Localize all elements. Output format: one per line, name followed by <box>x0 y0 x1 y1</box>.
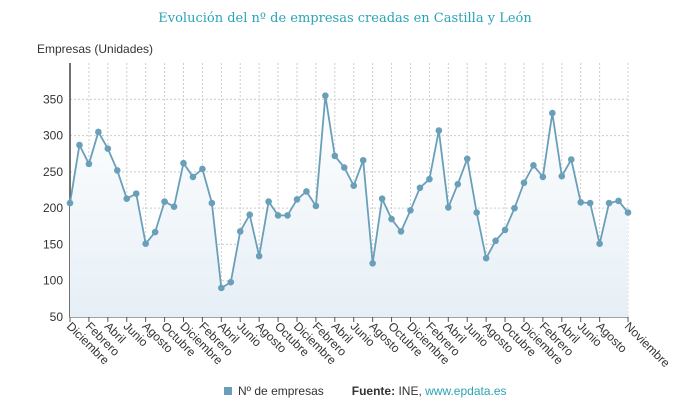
data-point <box>322 92 329 99</box>
data-point <box>369 259 376 267</box>
data-point <box>303 188 310 195</box>
data-point <box>539 173 547 181</box>
data-point <box>624 209 632 216</box>
y-axis-label: Empresas (Unidades) <box>37 42 154 56</box>
data-point <box>246 211 253 218</box>
data-point <box>132 190 140 197</box>
data-point <box>454 180 462 188</box>
data-point <box>95 128 102 136</box>
data-point <box>66 199 74 207</box>
data-point <box>482 254 490 262</box>
data-point <box>473 209 480 216</box>
data-point <box>549 109 556 117</box>
data-point <box>435 127 443 134</box>
data-point <box>208 199 216 207</box>
line-chart: 50100150200250300350DiciembreFebreroAbri… <box>43 63 673 370</box>
source-note: Fuente: INE, www.epdata.es <box>352 384 507 398</box>
data-point <box>359 156 367 164</box>
data-point <box>501 226 509 234</box>
data-point <box>577 199 585 206</box>
data-point <box>567 156 575 163</box>
data-point <box>274 212 282 219</box>
data-point <box>605 199 613 207</box>
data-point <box>123 195 131 203</box>
data-point <box>350 182 358 189</box>
source-link[interactable]: www.epdata.es <box>425 384 507 398</box>
data-point <box>445 204 452 211</box>
y-tick-label: 50 <box>50 310 64 324</box>
data-point <box>426 175 433 183</box>
data-point <box>586 199 594 207</box>
data-point <box>615 197 622 205</box>
y-tick-label: 300 <box>43 129 63 143</box>
y-tick-label: 350 <box>43 92 63 106</box>
data-point <box>407 207 414 214</box>
data-point <box>520 179 528 187</box>
data-point <box>189 173 197 181</box>
data-point <box>85 160 93 168</box>
data-point <box>113 167 121 174</box>
y-tick-label: 250 <box>43 165 63 179</box>
data-point <box>161 198 168 205</box>
data-point <box>416 184 424 192</box>
data-point <box>104 145 112 152</box>
data-point <box>180 159 187 167</box>
data-point <box>331 152 339 160</box>
legend-series-label[interactable]: Nº de empresas <box>238 384 324 398</box>
data-point <box>227 278 235 286</box>
data-point <box>151 228 159 236</box>
data-point <box>142 240 149 248</box>
data-point <box>388 215 395 223</box>
data-point <box>378 195 386 203</box>
source-text: INE, <box>398 384 422 398</box>
y-tick-label: 100 <box>43 274 63 288</box>
data-point <box>293 196 301 203</box>
data-point <box>199 165 206 173</box>
chart-title: Evolución del nº de empresas creadas en … <box>158 11 532 26</box>
data-point <box>265 198 272 205</box>
data-point <box>397 228 405 235</box>
data-point <box>530 162 537 169</box>
data-point <box>284 212 291 219</box>
source-label: Fuente: <box>351 384 396 398</box>
data-point <box>492 237 499 245</box>
data-point <box>558 172 566 180</box>
y-tick-label: 200 <box>43 201 63 215</box>
data-point <box>340 164 348 171</box>
y-tick-label: 150 <box>43 237 63 251</box>
data-point <box>596 240 603 248</box>
data-point <box>76 141 83 149</box>
data-point <box>312 202 320 210</box>
data-point <box>236 228 244 235</box>
legend-marker <box>224 387 232 395</box>
data-point <box>170 203 178 210</box>
data-point <box>511 204 518 212</box>
data-point <box>255 252 263 260</box>
data-point <box>463 155 471 163</box>
legend: Nº de empresas Fuente: INE, www.epdata.e… <box>224 384 507 398</box>
series-area <box>70 95 628 318</box>
data-point <box>218 284 225 292</box>
